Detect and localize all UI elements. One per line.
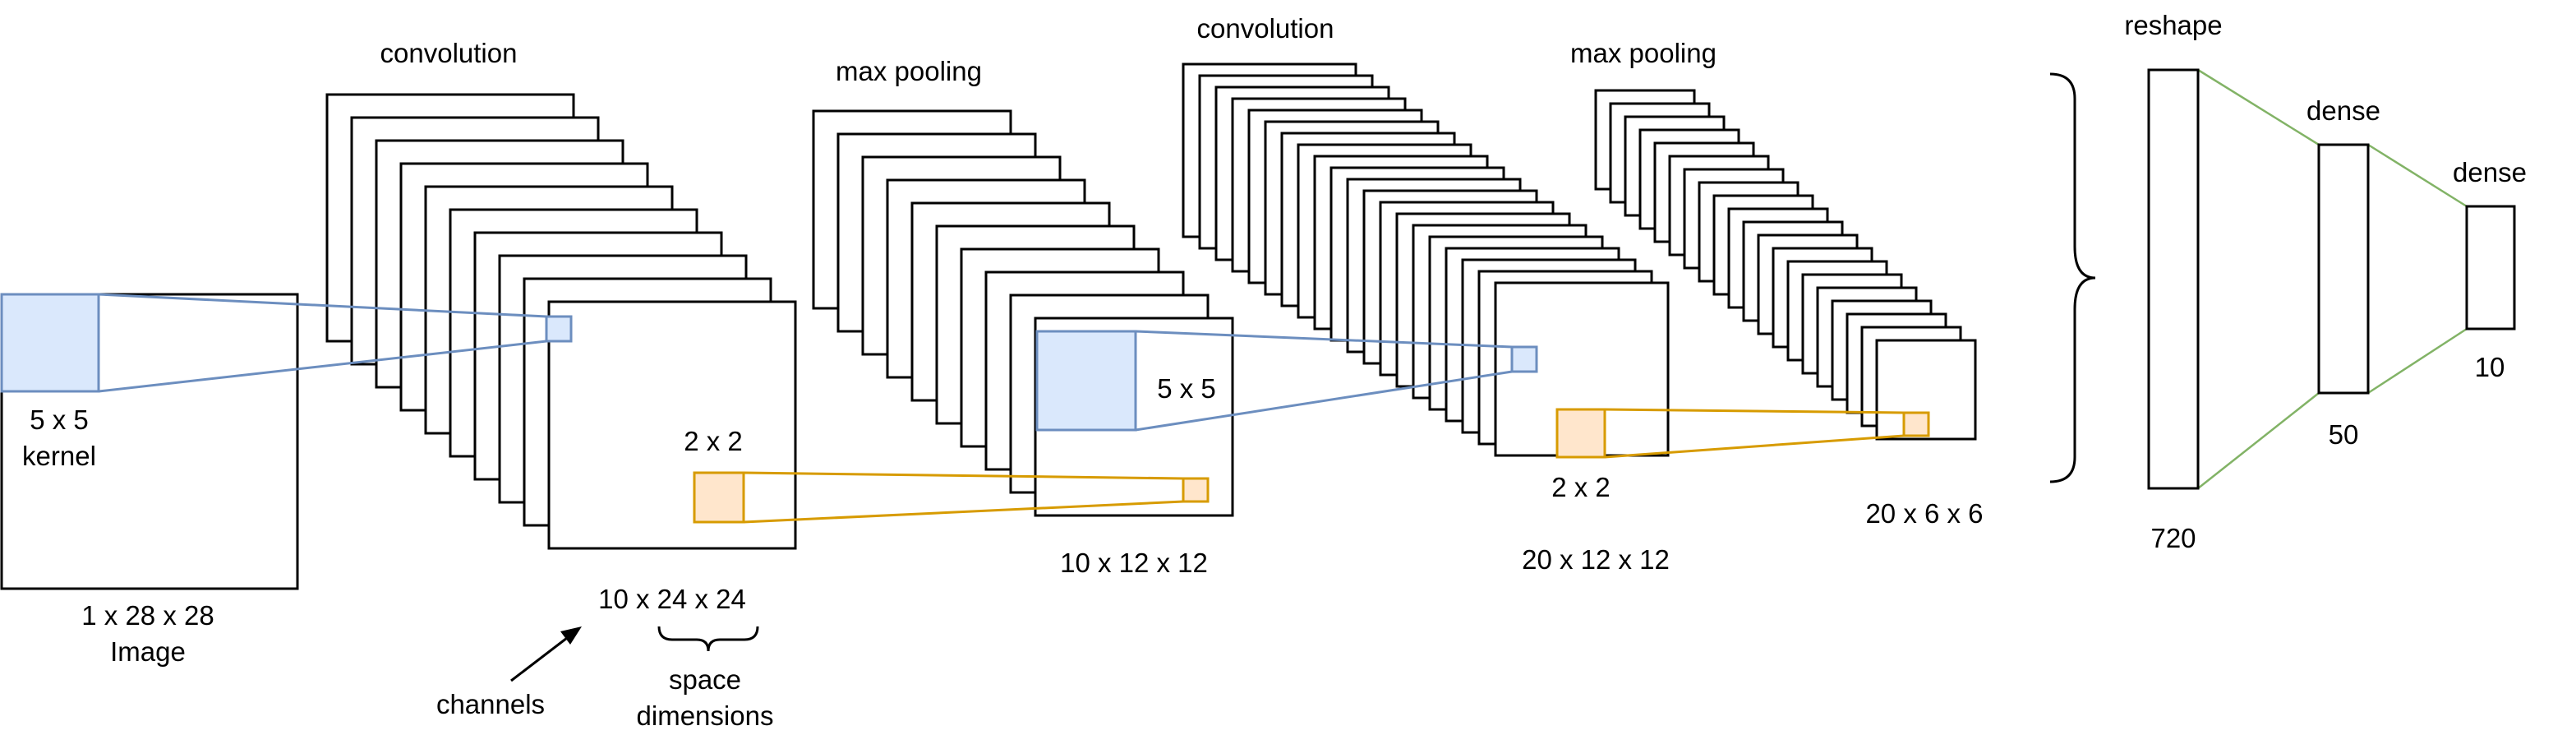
conv1-output-cell <box>545 315 573 343</box>
dense-link-1-top <box>2197 68 2320 146</box>
dense2-size-label: 10 <box>2475 352 2505 382</box>
conv2-output-cell <box>1510 345 1538 373</box>
pool2-window <box>1555 408 1606 459</box>
kernel-projection-line-bottom <box>98 340 547 393</box>
pool1-title: max pooling <box>836 56 982 86</box>
dense1-layer <box>2317 143 2370 395</box>
reshape-vector <box>2147 68 2200 490</box>
conv2-output-dims: 20 x 12 x 12 <box>1522 544 1670 575</box>
space-dimensions-label-1: space <box>669 664 741 695</box>
pool2-window-label: 2 x 2 <box>1551 472 1611 502</box>
kernel-word-label: kernel <box>22 441 96 471</box>
space-dimensions-brace-icon <box>657 626 759 652</box>
pool1-projection-line-top <box>743 471 1184 480</box>
pool2-title: max pooling <box>1570 38 1717 68</box>
dense2-title: dense <box>2453 157 2527 187</box>
pool1-output-cell <box>1182 477 1210 503</box>
pool2-output-cell <box>1902 411 1930 437</box>
reshape-size-label: 720 <box>2150 523 2196 553</box>
dense1-size-label: 50 <box>2329 419 2359 450</box>
conv1-kernel-window <box>0 293 100 393</box>
channels-label: channels <box>436 689 545 719</box>
conv2-projection-line-bottom <box>1135 370 1513 432</box>
dense-link-2-top <box>2367 143 2468 208</box>
conv2-projection-line-top <box>1135 330 1513 349</box>
dense2-layer <box>2465 205 2516 331</box>
pool1-output-dims: 10 x 12 x 12 <box>1060 548 1208 578</box>
channels-arrow-shaft <box>510 636 568 682</box>
kernel-size-label: 5 x 5 <box>30 404 89 435</box>
dense1-title: dense <box>2306 95 2380 126</box>
pool1-feature-maps <box>812 109 1234 517</box>
kernel-projection-line-top <box>98 293 547 318</box>
image-dims-label: 1 x 28 x 28 <box>81 600 214 631</box>
conv1-feature-maps <box>325 93 797 550</box>
image-word-label: Image <box>110 636 186 667</box>
pool2-projection-line-top <box>1604 408 1905 414</box>
dense-link-2-bottom <box>2367 327 2468 395</box>
pool1-projection-line-bottom <box>743 500 1184 524</box>
space-dimensions-label-2: dimensions <box>637 700 774 731</box>
dense-link-1-bottom <box>2197 392 2320 489</box>
conv1-feature-map-frame <box>547 300 797 550</box>
conv1-title: convolution <box>380 38 518 68</box>
reshape-title: reshape <box>2124 10 2222 40</box>
pool2-projection-line-bottom <box>1604 434 1905 459</box>
conv2-title: convolution <box>1197 13 1334 44</box>
conv1-output-dims: 10 x 24 x 24 <box>598 584 746 614</box>
pool2-output-dims: 20 x 6 x 6 <box>1865 498 1983 529</box>
pool1-window <box>693 471 745 524</box>
pool1-window-label: 2 x 2 <box>684 426 743 456</box>
conv2-kernel-size-label: 5 x 5 <box>1157 373 1216 404</box>
pool2-feature-maps <box>1594 89 1977 441</box>
channels-arrow-head-icon <box>560 626 582 645</box>
conv2-kernel-window <box>1035 330 1137 432</box>
flatten-brace-icon <box>2049 72 2096 483</box>
